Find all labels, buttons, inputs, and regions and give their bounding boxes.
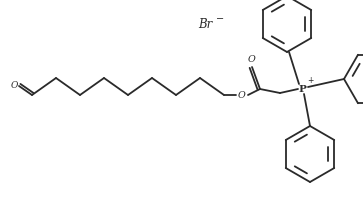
Text: O: O	[10, 81, 18, 90]
Text: +: +	[307, 76, 313, 85]
Text: O: O	[238, 91, 246, 100]
Text: O: O	[248, 55, 256, 64]
Text: −: −	[216, 14, 224, 24]
Text: Br: Br	[198, 18, 212, 31]
Text: P: P	[298, 85, 306, 94]
